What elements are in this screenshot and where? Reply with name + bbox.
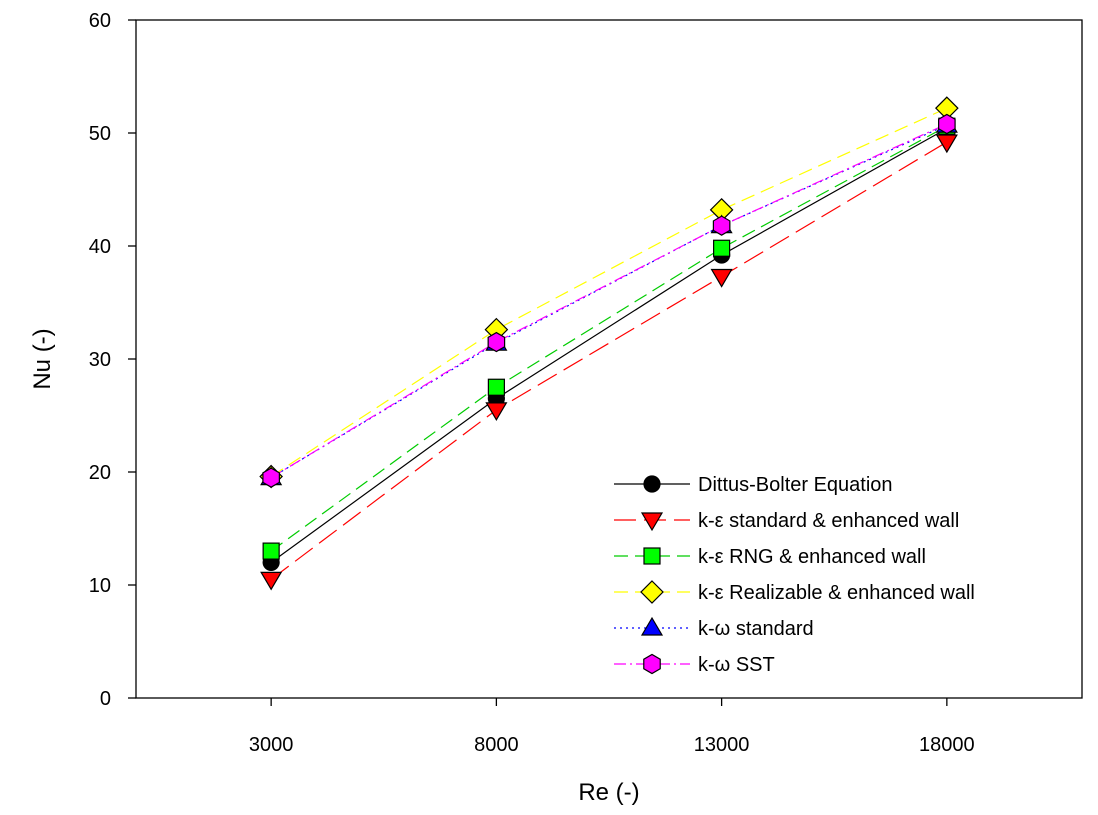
series-5-point [262,467,280,488]
y-tick-label: 30 [89,349,111,371]
series-2-point [487,378,505,396]
series-line-3 [270,107,948,478]
series-line-1 [270,141,948,580]
x-tick-label: 13000 [694,734,750,756]
series-1-point [710,268,733,288]
y-axis-ticks: 0 10 20 30 40 50 60 [89,10,136,710]
y-axis-title: Nu (-) [29,328,56,389]
legend-marker [643,475,661,493]
x-tick-label: 18000 [919,734,975,756]
y-tick-label: 10 [89,575,111,597]
legend: Dittus-Bolter Equation k-ε standard & enh… [614,474,975,676]
y-tick-label: 50 [89,123,111,145]
series-1-point [935,134,958,154]
y-tick-label: 60 [89,10,111,32]
series-line-0 [270,127,948,563]
series-line-4 [270,124,948,479]
series-1-point [260,571,283,591]
y-tick-label: 20 [89,462,111,484]
series-line-5 [270,123,948,479]
legend-marker [640,580,664,604]
legend-label: k-ω SST [698,654,775,676]
legend-label: k-ε RNG & enhanced wall [698,546,926,568]
legend-marker [643,547,661,565]
series-2-point [713,239,731,257]
series-5-point [487,331,506,353]
series-1-point [485,402,508,422]
legend-label: k-ω standard [698,618,814,640]
legend-label: Dittus-Bolter Equation [698,474,893,496]
series-5-point [938,113,956,135]
x-tick-label: 3000 [249,734,294,756]
x-axis-title: Re (-) [578,779,639,806]
series-markers [259,96,959,591]
series-lines [270,107,948,580]
legend-label: k-ε standard & enhanced wall [698,510,959,532]
series-5-point [712,215,731,236]
series-line-2 [270,125,948,552]
legend-label: k-ε Realizable & enhanced wall [698,582,975,604]
x-axis-ticks: 3000 8000 13000 18000 [249,698,975,756]
legend-marker [640,512,664,532]
legend-marker [643,653,661,675]
y-tick-label: 40 [89,236,111,258]
legend-marker [640,616,664,636]
x-tick-label: 8000 [474,734,519,756]
y-tick-label: 0 [100,688,111,710]
series-2-point [262,542,280,560]
